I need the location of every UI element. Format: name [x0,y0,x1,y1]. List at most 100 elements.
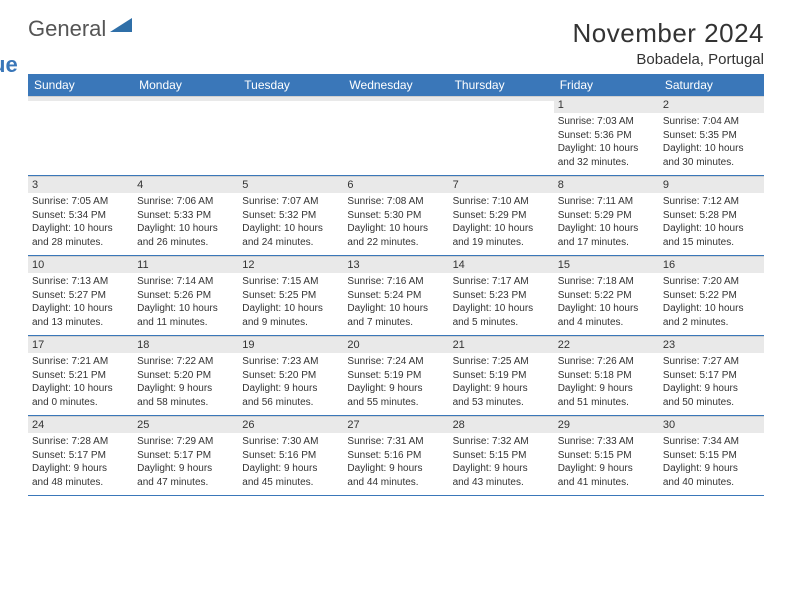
calendar-cell: 4 Sunrise: 7:06 AMSunset: 5:33 PMDaylight… [133,176,238,256]
weekday-header: Thursday [449,74,554,96]
day-line: Sunrise: 7:29 AM [137,435,234,449]
day-line: Sunrise: 7:13 AM [32,275,129,289]
day-line: Daylight: 10 hours [453,302,550,316]
day-line: Sunset: 5:36 PM [558,129,655,143]
day-line: Sunset: 5:23 PM [453,289,550,303]
day-line: Sunrise: 7:06 AM [137,195,234,209]
day-line: Sunrise: 7:21 AM [32,355,129,369]
day-line: and 26 minutes. [137,236,234,250]
day-line: Sunset: 5:29 PM [558,209,655,223]
day-number: 2 [659,96,764,113]
day-line: Sunrise: 7:25 AM [453,355,550,369]
day-line: Sunrise: 7:11 AM [558,195,655,209]
day-line: Sunrise: 7:20 AM [663,275,760,289]
day-line: and 30 minutes. [663,156,760,170]
weekday-header: Wednesday [343,74,448,96]
day-line: Daylight: 10 hours [242,222,339,236]
day-line: and 47 minutes. [137,476,234,490]
title-block: November 2024 Bobadela, Portugal [573,18,765,68]
day-line: Daylight: 10 hours [347,302,444,316]
day-line: Sunset: 5:17 PM [32,449,129,463]
day-line: and 17 minutes. [558,236,655,250]
day-line: and 43 minutes. [453,476,550,490]
logo-triangle-icon [110,12,132,37]
day-number: 19 [238,336,343,353]
day-line: and 53 minutes. [453,396,550,410]
calendar-cell: 16Sunrise: 7:20 AMSunset: 5:22 PMDayligh… [659,256,764,336]
calendar-cell: 8Sunrise: 7:11 AMSunset: 5:29 PMDaylight… [554,176,659,256]
day-number: 9 [659,176,764,193]
day-number: 11 [133,256,238,273]
day-line: Daylight: 9 hours [663,382,760,396]
day-line: Sunrise: 7:33 AM [558,435,655,449]
day-line: Sunset: 5:32 PM [242,209,339,223]
calendar-cell: 10Sunrise: 7:13 AMSunset: 5:27 PMDayligh… [28,256,133,336]
calendar-cell [238,96,343,176]
day-line: and 0 minutes. [32,396,129,410]
calendar-cell: 17Sunrise: 7:21 AMSunset: 5:21 PMDayligh… [28,336,133,416]
day-line: Daylight: 10 hours [453,222,550,236]
day-line: Sunset: 5:35 PM [663,129,760,143]
day-body: Sunrise: 7:16 AMSunset: 5:24 PMDaylight:… [343,273,448,335]
calendar-cell: 15Sunrise: 7:18 AMSunset: 5:22 PMDayligh… [554,256,659,336]
day-line: and 56 minutes. [242,396,339,410]
day-line: Sunrise: 7:04 AM [663,115,760,129]
day-line: and 40 minutes. [663,476,760,490]
day-line: Sunset: 5:27 PM [32,289,129,303]
day-body: Sunrise: 7:17 AMSunset: 5:23 PMDaylight:… [449,273,554,335]
day-number: 25 [133,416,238,433]
calendar-cell: 23Sunrise: 7:27 AMSunset: 5:17 PMDayligh… [659,336,764,416]
day-line: Daylight: 9 hours [663,462,760,476]
calendar-cell: 14Sunrise: 7:17 AMSunset: 5:23 PMDayligh… [449,256,554,336]
day-number: 15 [554,256,659,273]
calendar-cell: 6Sunrise: 7:08 AMSunset: 5:30 PMDaylight… [343,176,448,256]
day-line: and 7 minutes. [347,316,444,330]
day-line: and 4 minutes. [558,316,655,330]
day-line: Daylight: 9 hours [453,382,550,396]
day-line: and 11 minutes. [137,316,234,330]
day-line: Sunset: 5:15 PM [558,449,655,463]
day-number: 16 [659,256,764,273]
calendar-cell: 19Sunrise: 7:23 AMSunset: 5:20 PMDayligh… [238,336,343,416]
day-line: Sunset: 5:17 PM [137,449,234,463]
calendar-week-row: 17Sunrise: 7:21 AMSunset: 5:21 PMDayligh… [28,336,764,416]
day-line: and 15 minutes. [663,236,760,250]
day-line: Daylight: 10 hours [137,222,234,236]
day-line: Sunrise: 7:07 AM [242,195,339,209]
day-line: Sunset: 5:18 PM [558,369,655,383]
day-line: Daylight: 10 hours [558,302,655,316]
weekday-header: Tuesday [238,74,343,96]
month-title: November 2024 [573,18,765,49]
day-number: 20 [343,336,448,353]
day-line: and 28 minutes. [32,236,129,250]
day-number: 27 [343,416,448,433]
day-number: 4 [133,176,238,193]
day-body: Sunrise: 7:22 AMSunset: 5:20 PMDaylight:… [133,353,238,415]
day-line: Daylight: 10 hours [347,222,444,236]
day-number: 18 [133,336,238,353]
calendar-cell [449,96,554,176]
day-number: 5 [238,176,343,193]
day-line: Sunset: 5:29 PM [453,209,550,223]
day-line: Sunset: 5:24 PM [347,289,444,303]
day-line: Daylight: 10 hours [137,302,234,316]
day-line: Sunrise: 7:03 AM [558,115,655,129]
day-number: 6 [343,176,448,193]
day-line: Sunset: 5:33 PM [137,209,234,223]
day-body: Sunrise: 7:26 AMSunset: 5:18 PMDaylight:… [554,353,659,415]
weekday-header: Sunday [28,74,133,96]
day-number: 30 [659,416,764,433]
day-line: Daylight: 10 hours [32,382,129,396]
calendar-cell: 20Sunrise: 7:24 AMSunset: 5:19 PMDayligh… [343,336,448,416]
weekday-header: Monday [133,74,238,96]
day-line: Daylight: 9 hours [558,382,655,396]
calendar-cell: 24Sunrise: 7:28 AMSunset: 5:17 PMDayligh… [28,416,133,496]
day-line: Sunset: 5:20 PM [137,369,234,383]
day-number: 17 [28,336,133,353]
day-body: Sunrise: 7:04 AMSunset: 5:35 PMDaylight:… [659,113,764,175]
day-line: Daylight: 9 hours [242,462,339,476]
day-line: Sunrise: 7:14 AM [137,275,234,289]
day-body: Sunrise: 7:14 AMSunset: 5:26 PMDaylight:… [133,273,238,335]
calendar-cell: 22Sunrise: 7:26 AMSunset: 5:18 PMDayligh… [554,336,659,416]
day-body: Sunrise: 7:07 AMSunset: 5:32 PMDaylight:… [238,193,343,255]
